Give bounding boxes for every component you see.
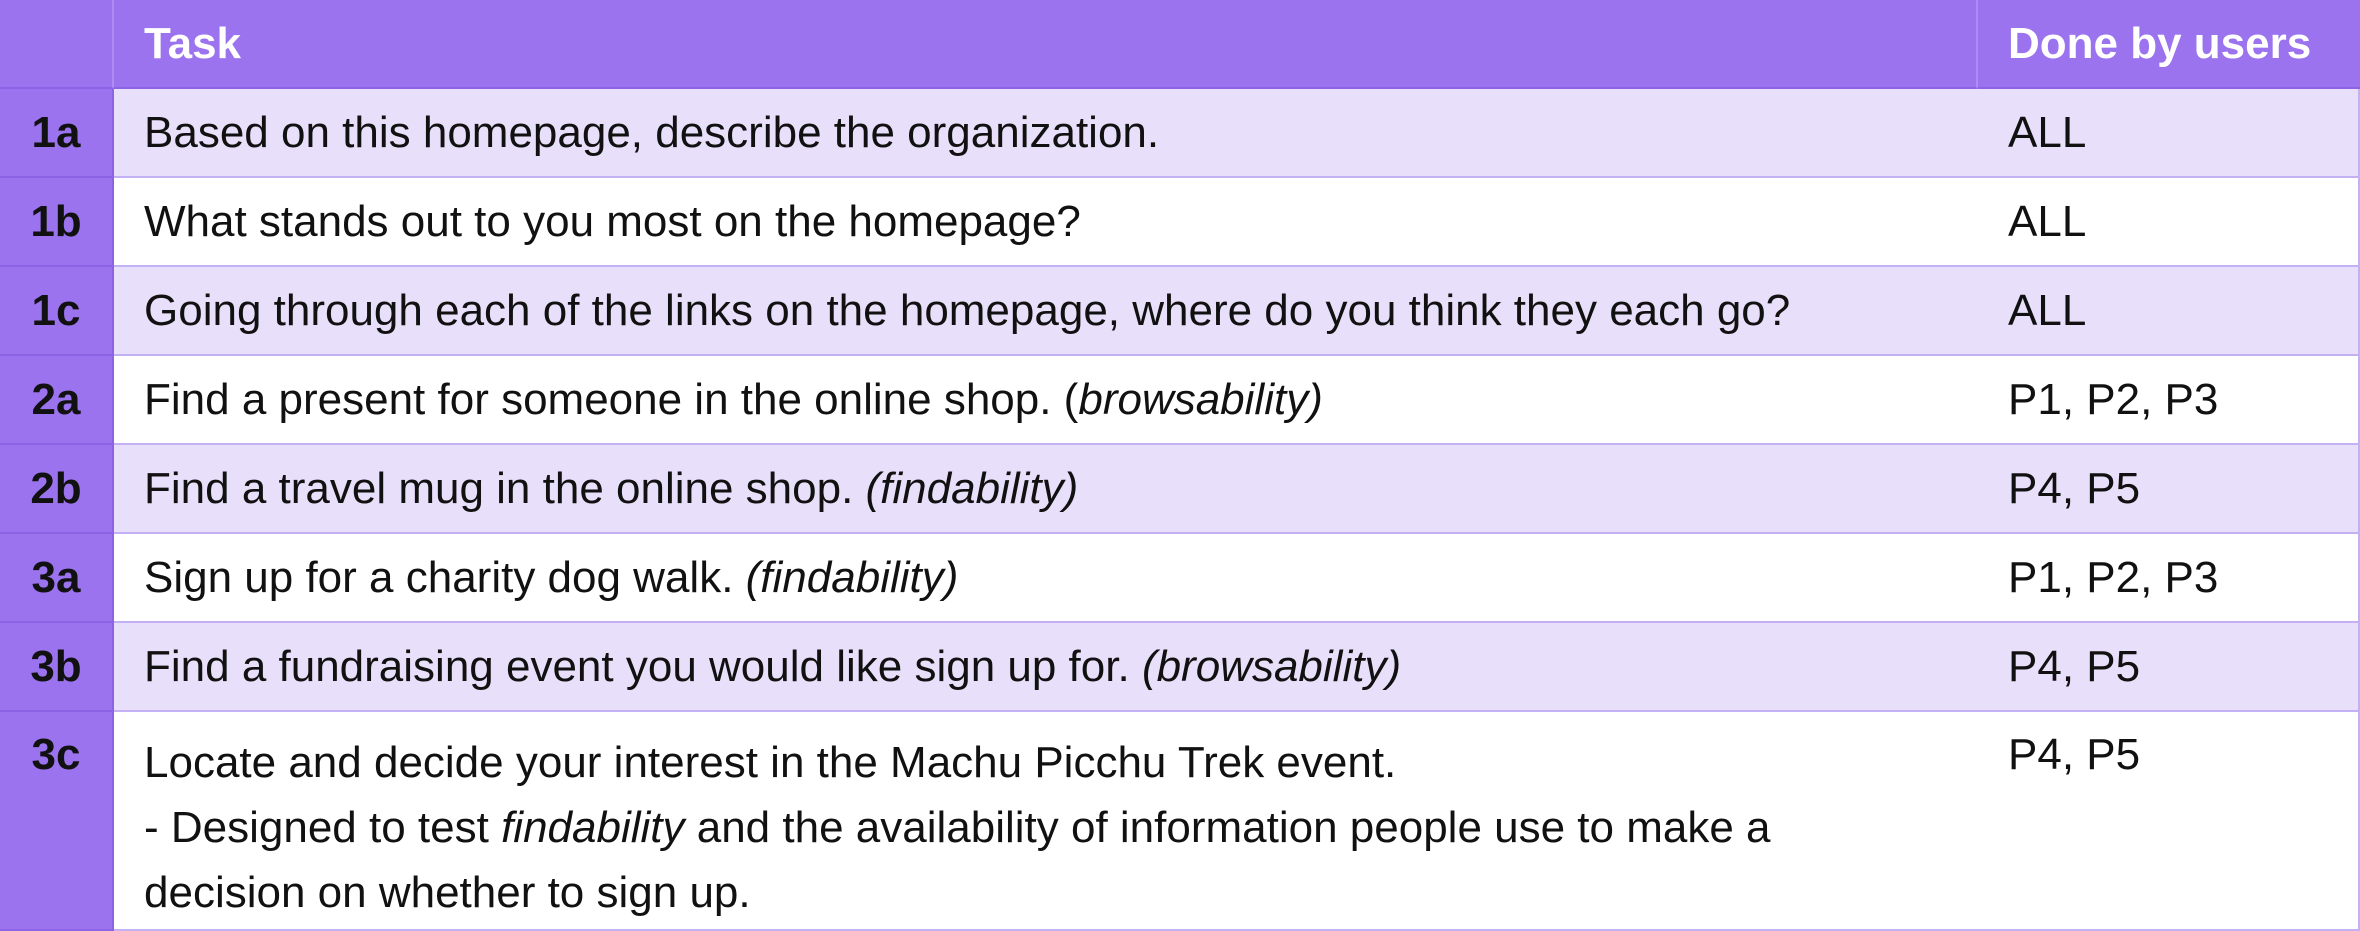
row-done-by: P1, P2, P3 <box>1978 356 2360 445</box>
row-task: Based on this homepage, describe the org… <box>114 89 1978 178</box>
header-done-by-users: Done by users <box>1978 0 2360 89</box>
task-text: Find a travel mug in the online shop. <box>144 463 866 513</box>
row-task: Going through each of the links on the h… <box>114 267 1978 356</box>
row-id: 3c <box>0 712 114 931</box>
row-task: Find a present for someone in the online… <box>114 356 1978 445</box>
task-text-line-3: decision on whether to sign up. <box>144 868 751 917</box>
row-task: What stands out to you most on the homep… <box>114 178 1978 267</box>
task-text-line-2-post: and the availability of information peop… <box>684 803 1771 852</box>
row-done-by: P4, P5 <box>1978 445 2360 534</box>
task-text-line-1: Locate and decide your interest in the M… <box>144 738 1397 787</box>
task-text: Find a present for someone in the online… <box>144 374 1079 424</box>
row-id: 3b <box>0 623 114 712</box>
task-text: Sign up for a charity dog walk. <box>144 552 746 602</box>
task-text-line-2-emphasis: findability <box>501 803 685 852</box>
task-note: (findability) <box>745 552 959 602</box>
task-text: Going through each of the links on the h… <box>144 285 1791 335</box>
task-note: (findability) <box>865 463 1079 513</box>
row-done-by: P4, P5 <box>1978 623 2360 712</box>
row-task: Sign up for a charity dog walk. (findabi… <box>114 534 1978 623</box>
row-id: 2a <box>0 356 114 445</box>
task-text: What stands out to you most on the homep… <box>144 196 1081 246</box>
row-id: 1c <box>0 267 114 356</box>
row-done-by: P4, P5 <box>1978 712 2360 931</box>
task-note: (browsability) <box>1141 641 1402 691</box>
row-done-by: ALL <box>1978 267 2360 356</box>
row-task: Find a travel mug in the online shop. (f… <box>114 445 1978 534</box>
row-task: Locate and decide your interest in the M… <box>114 712 1978 931</box>
row-done-by: ALL <box>1978 178 2360 267</box>
row-id: 3a <box>0 534 114 623</box>
header-task: Task <box>114 0 1978 89</box>
task-text-line-2-pre: - Designed to test <box>144 803 502 852</box>
task-text: Find a fundraising event you would like … <box>144 641 1142 691</box>
task-note: browsability) <box>1078 374 1323 424</box>
task-text-line-2: - Designed to test findability and the a… <box>144 795 1958 860</box>
row-done-by: ALL <box>1978 89 2360 178</box>
row-id: 2b <box>0 445 114 534</box>
row-id: 1a <box>0 89 114 178</box>
row-done-by: P1, P2, P3 <box>1978 534 2360 623</box>
row-task: Find a fundraising event you would like … <box>114 623 1978 712</box>
task-text: Based on this homepage, describe the org… <box>144 107 1160 157</box>
row-id: 1b <box>0 178 114 267</box>
header-id-cell <box>0 0 114 89</box>
